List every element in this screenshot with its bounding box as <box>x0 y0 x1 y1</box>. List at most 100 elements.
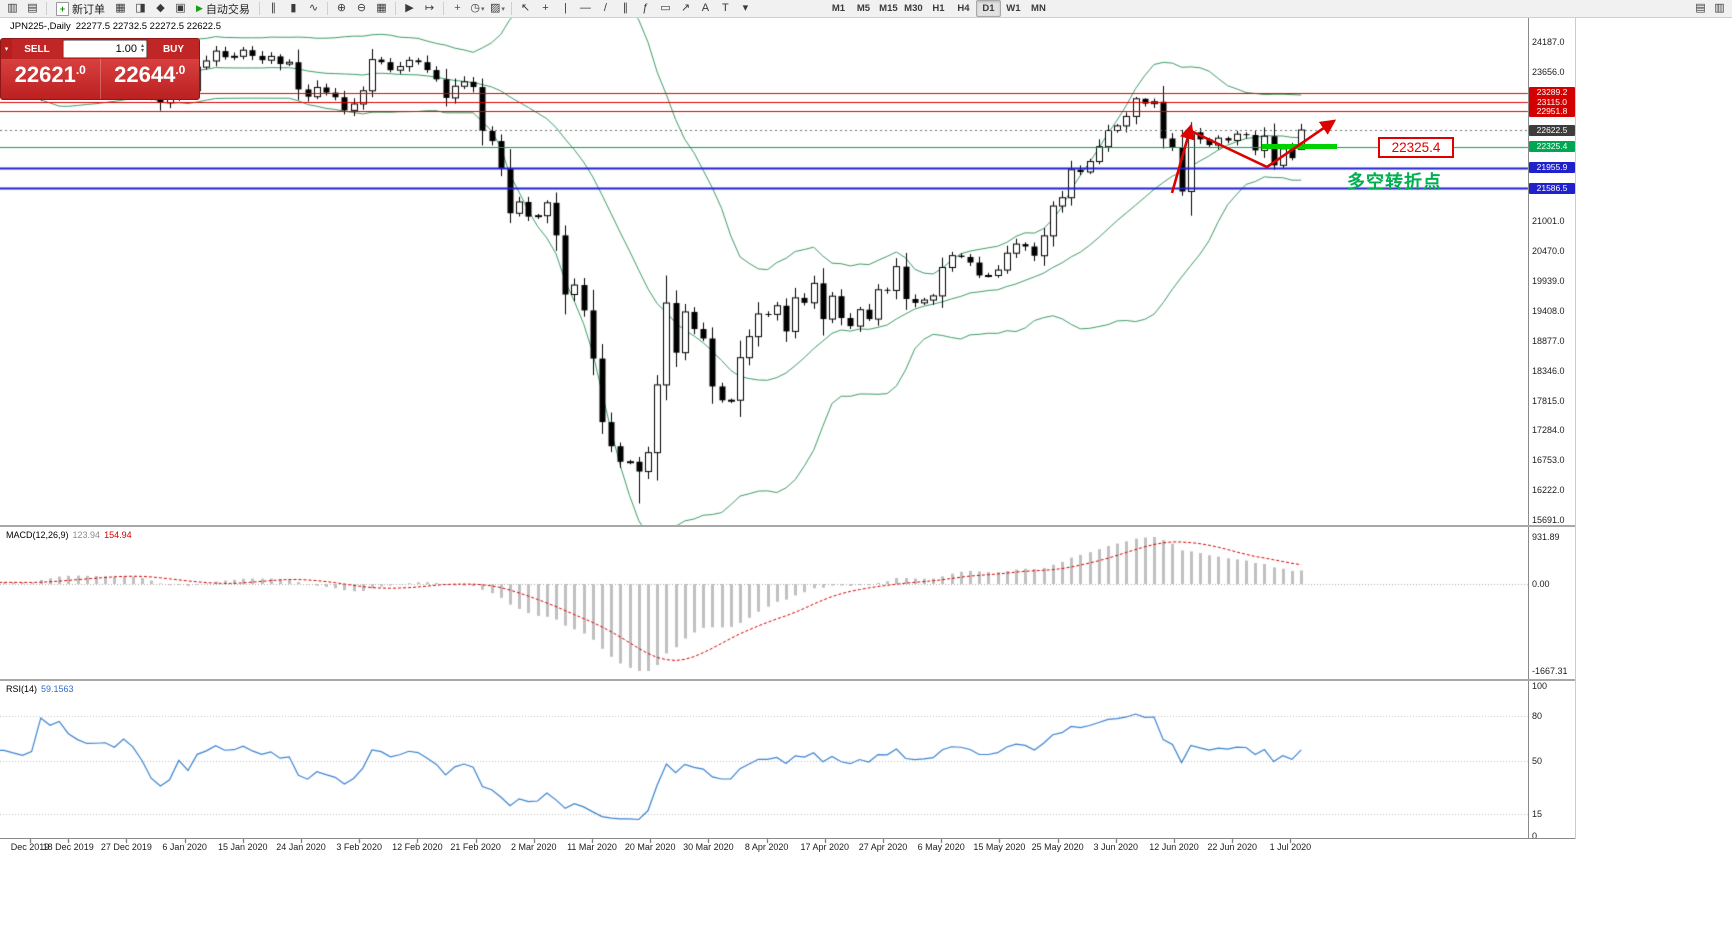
channel-icon: ∥ <box>622 2 629 14</box>
up-arrow-1[interactable] <box>1170 123 1195 194</box>
profiles-icon: ▤ <box>27 2 38 14</box>
date-axis-label: 21 Feb 2020 <box>450 842 501 852</box>
date-axis-label: 27 Apr 2020 <box>858 842 908 852</box>
data-window-icon[interactable]: ◨ <box>131 0 150 17</box>
volume-input[interactable]: 1.00 ▴ ▾ <box>63 40 147 58</box>
volume-spinner[interactable]: ▴ ▾ <box>140 43 144 54</box>
timeframe-m5-button[interactable]: M5 <box>856 3 871 14</box>
date-axis-label: 24 Jan 2020 <box>276 842 326 852</box>
text-label-icon[interactable]: T <box>716 0 735 17</box>
fibonacci-icon[interactable]: ƒ <box>636 0 655 17</box>
timeframe-m1-button[interactable]: M1 <box>831 3 846 14</box>
spin-up-icon[interactable]: ▴ <box>140 43 144 49</box>
tile-horizontal-icon[interactable]: ▥ <box>1710 0 1729 17</box>
buy-button[interactable]: 22644.0 <box>99 59 200 99</box>
templates-icon[interactable]: ▨ ▾ <box>488 0 507 17</box>
new-chart-icon[interactable]: ▥ <box>3 0 22 17</box>
macd-signal-value: 154.94 <box>104 530 132 540</box>
candlestick-icon: ▮ <box>290 2 297 14</box>
crosshair-icon[interactable]: + <box>536 0 555 17</box>
horizontal-line-icon[interactable]: — <box>576 0 595 17</box>
date-axis-separator <box>0 838 1575 839</box>
ohlc-values: 22277.5 22732.5 22272.5 22622.5 <box>75 21 221 32</box>
tile-windows-icon[interactable]: ▦ <box>372 0 391 17</box>
turning-point-label[interactable]: 多空转折点 <box>1347 172 1442 192</box>
panel-collapse-icon[interactable]: ▾ <box>4 46 9 53</box>
date-axis-label: 8 Apr 2020 <box>744 842 789 852</box>
trend-arrow-annotation[interactable] <box>1160 108 1350 203</box>
autotrade-button[interactable]: ▶ 自动交易 <box>191 0 255 17</box>
autotrade-label: 自动交易 <box>205 3 250 16</box>
new-order-button[interactable]: + 新订单 <box>51 0 110 17</box>
new-order-icon: + <box>56 1 69 16</box>
zoom-out-icon[interactable]: ⊖ <box>352 0 371 17</box>
rsi-axis-tick: 0 <box>1532 831 1538 841</box>
candlestick-icon[interactable]: ▮ <box>284 0 303 17</box>
cascade-windows-icon[interactable]: ▤ <box>1691 0 1710 17</box>
macd-axis-tick: 0.00 <box>1532 579 1550 589</box>
timeframe-d1-button[interactable]: D1 <box>975 0 1001 17</box>
date-axis-label: 1 Jul 2020 <box>1269 842 1312 852</box>
timeframe-w1-button[interactable]: W1 <box>1006 3 1021 14</box>
timeframe-m30-button[interactable]: M30 <box>904 3 923 14</box>
date-axis-label: 11 Mar 2020 <box>567 842 617 852</box>
periods-icon[interactable]: ◷ ▾ <box>468 0 487 17</box>
indicators-icon: + <box>454 2 461 14</box>
shapes-icon[interactable]: ▭ <box>656 0 675 17</box>
channel-icon[interactable]: ∥ <box>616 0 635 17</box>
rsi-axis-tick: 50 <box>1532 756 1543 766</box>
cursor-icon[interactable]: ↖ <box>516 0 535 17</box>
arrows-tool-icon[interactable]: ↗ <box>676 0 695 17</box>
sell-header[interactable]: SELL <box>12 39 62 59</box>
chart-shift-icon[interactable]: ↦ <box>420 0 439 17</box>
price-axis-tick: 17284.0 <box>1532 425 1565 436</box>
data-window-icon: ◨ <box>135 2 146 14</box>
buy-header[interactable]: BUY <box>148 39 199 59</box>
timeframe-m15-button[interactable]: M15 <box>879 3 898 14</box>
timeframe-h4-button[interactable]: H4 <box>957 3 970 14</box>
profiles-icon[interactable]: ▤ <box>23 0 42 17</box>
terminal-icon: ▣ <box>175 2 186 14</box>
periods-icon: ◷ <box>470 2 480 14</box>
pane-divider-rsi[interactable] <box>0 679 1575 681</box>
auto-scroll-icon: ▶ <box>405 2 414 14</box>
bar-chart-icon[interactable]: ∥ <box>264 0 283 17</box>
auto-scroll-icon[interactable]: ▶ <box>400 0 419 17</box>
date-axis-label: 18 Dec 2019 <box>42 842 94 852</box>
dropdown-icon: ▾ <box>501 5 505 13</box>
trendline-icon[interactable]: / <box>596 0 615 17</box>
chart-symbol-ohlc: JPN225-,Daily 22277.5 22732.5 22272.5 226… <box>10 21 226 32</box>
dropdown-icon: ▾ <box>480 5 485 13</box>
indicators-icon[interactable]: + <box>448 0 467 17</box>
vertical-line-icon[interactable]: | <box>556 0 575 17</box>
text-label-icon: T <box>722 2 729 14</box>
objects-dropdown-icon[interactable]: ▾ <box>736 0 755 17</box>
date-axis-label: 3 Feb 2020 <box>336 842 382 852</box>
navigator-icon[interactable]: ◆ <box>151 0 170 17</box>
spin-down-icon[interactable]: ▾ <box>140 48 144 54</box>
sell-button[interactable]: 22621.0 <box>1 59 100 99</box>
timeframe-h1-button[interactable]: H1 <box>932 3 945 14</box>
fibonacci-icon: ƒ <box>642 2 649 14</box>
zoom-in-icon: ⊕ <box>336 2 347 14</box>
date-axis-label: 3 Jun 2020 <box>1093 842 1139 852</box>
date-axis-label: 2 Mar 2020 <box>511 842 557 852</box>
green-price-badge: 22325.4 <box>1529 141 1575 153</box>
price-axis-tick: 23656.0 <box>1532 66 1565 77</box>
market-watch-icon: ▦ <box>115 2 126 14</box>
pane-divider-macd[interactable] <box>0 525 1575 527</box>
price-axis-tick: 17815.0 <box>1532 395 1565 406</box>
line-chart-icon[interactable]: ∿ <box>304 0 323 17</box>
market-watch-icon[interactable]: ▦ <box>111 0 130 17</box>
timeframe-mn-button[interactable]: MN <box>1031 3 1046 14</box>
rsi-axis-tick: 80 <box>1532 711 1543 721</box>
new-chart-icon: ▥ <box>7 2 18 14</box>
price-annotation-box[interactable]: 22325.4 <box>1378 137 1454 158</box>
zoom-in-icon[interactable]: ⊕ <box>332 0 351 17</box>
text-icon[interactable]: A <box>696 0 715 17</box>
support-highlight-line[interactable] <box>1262 144 1337 149</box>
zigzag-arrow[interactable] <box>1190 119 1337 169</box>
terminal-icon[interactable]: ▣ <box>171 0 190 17</box>
arrows-tool-icon: ↗ <box>680 2 691 14</box>
